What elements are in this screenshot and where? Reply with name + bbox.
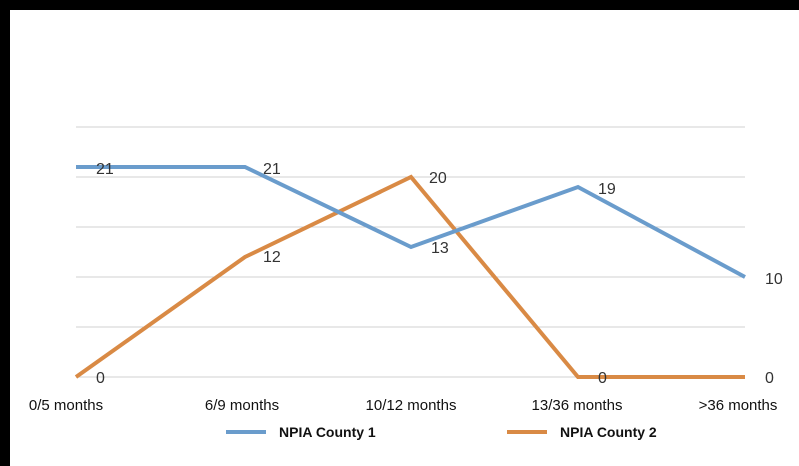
x-tick-label: 0/5 months <box>29 397 103 414</box>
x-tick-label: 10/12 months <box>366 397 457 414</box>
data-label: 19 <box>598 181 616 198</box>
data-labels: 21 21 13 19 10 0 12 20 0 0 <box>96 161 783 387</box>
data-label: 21 <box>263 161 281 178</box>
data-label: 10 <box>765 271 783 288</box>
legend-label: NPIA County 2 <box>560 424 657 440</box>
series-line-2 <box>74 174 745 379</box>
legend: NPIA County 1 NPIA County 2 <box>226 424 657 440</box>
series-line-1 <box>76 165 746 279</box>
series-lines <box>74 165 746 379</box>
x-tick-label: 13/36 months <box>532 397 623 414</box>
data-label: 12 <box>263 249 281 266</box>
data-label: 0 <box>765 370 774 387</box>
data-label: 13 <box>431 240 449 257</box>
legend-label: NPIA County 1 <box>279 424 376 440</box>
x-tick-label: 6/9 months <box>205 397 279 414</box>
data-label: 20 <box>429 170 447 187</box>
x-axis-ticks: 0/5 months 6/9 months 10/12 months 13/36 mo… <box>29 397 778 414</box>
gridlines <box>76 126 745 378</box>
data-label: 21 <box>96 161 114 178</box>
data-label: 0 <box>96 370 105 387</box>
data-label: 0 <box>598 370 607 387</box>
x-tick-label: >36 months <box>699 397 778 414</box>
